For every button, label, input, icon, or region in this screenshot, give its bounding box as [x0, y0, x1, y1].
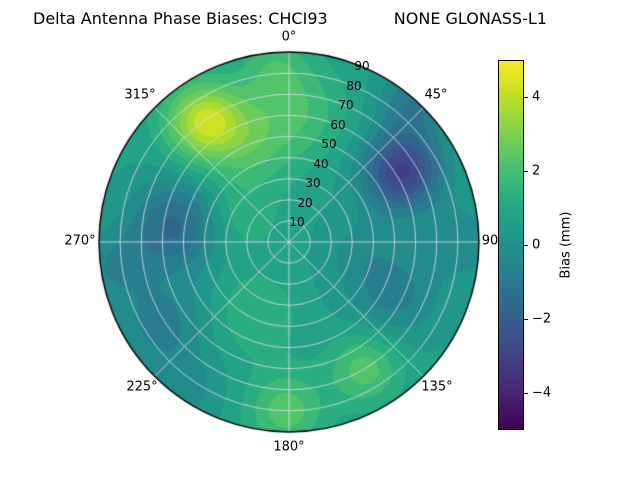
colorbar-tick — [524, 319, 528, 320]
azimuth-label-225: 225° — [126, 379, 158, 395]
radial-tick-90: 90 — [354, 59, 370, 73]
azimuth-label-270: 270° — [64, 233, 96, 249]
azimuth-label-135: 135° — [421, 379, 453, 395]
radial-tick-50: 50 — [321, 137, 337, 151]
colorbar-tick-label-2: 2 — [532, 163, 541, 179]
chart-title: Delta Antenna Phase Biases: CHCI93 NONE … — [33, 9, 547, 28]
colorbar-tick — [524, 171, 528, 172]
colorbar-tick-label-4: 4 — [532, 89, 541, 105]
colorbar-tick — [524, 393, 528, 394]
azimuth-label-0: 0° — [281, 29, 297, 45]
azimuth-label-315: 315° — [124, 87, 156, 103]
colorbar-tick-label-m2: −2 — [532, 311, 552, 327]
azimuth-label-45: 45° — [424, 87, 448, 103]
radial-tick-70: 70 — [338, 98, 354, 112]
radial-tick-80: 80 — [346, 79, 362, 93]
colorbar-axis-label: Bias (mm) — [558, 211, 574, 279]
azimuth-label-180: 180° — [273, 439, 305, 455]
colorbar-tick-label-m4: −4 — [532, 385, 552, 401]
colorbar-gradient — [498, 60, 524, 430]
radial-tick-20: 20 — [297, 196, 313, 210]
colorbar-tick-label-0: 0 — [532, 237, 541, 253]
radial-tick-60: 60 — [330, 118, 346, 132]
colorbar-tick — [524, 245, 528, 246]
radial-tick-10: 10 — [289, 215, 305, 229]
radial-tick-40: 40 — [313, 157, 329, 171]
azimuth-label-90: 90 — [481, 233, 499, 249]
radial-tick-30: 30 — [305, 176, 321, 190]
colorbar-tick — [524, 97, 528, 98]
